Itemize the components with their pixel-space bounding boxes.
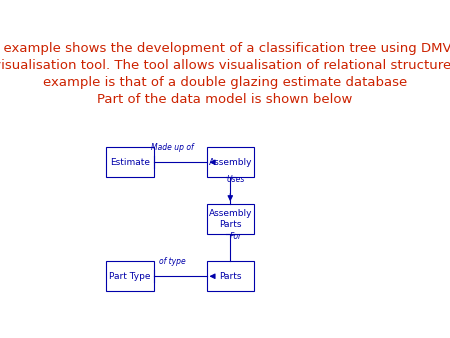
Text: This example shows the development of a classification tree using DMVis, a
data : This example shows the development of a … [0, 42, 450, 105]
Text: Made up of: Made up of [151, 143, 194, 152]
Text: Parts: Parts [219, 272, 242, 281]
FancyBboxPatch shape [207, 147, 254, 177]
Text: Part Type: Part Type [109, 272, 151, 281]
Text: of type: of type [159, 257, 186, 266]
FancyBboxPatch shape [207, 261, 254, 291]
FancyBboxPatch shape [106, 147, 154, 177]
Text: Assembly
Parts: Assembly Parts [208, 209, 252, 230]
Text: Estimate: Estimate [110, 158, 150, 167]
FancyBboxPatch shape [207, 204, 254, 234]
Text: Uses: Uses [226, 175, 245, 184]
Text: Assembly: Assembly [208, 158, 252, 167]
Text: For: For [230, 232, 242, 241]
FancyBboxPatch shape [106, 261, 154, 291]
